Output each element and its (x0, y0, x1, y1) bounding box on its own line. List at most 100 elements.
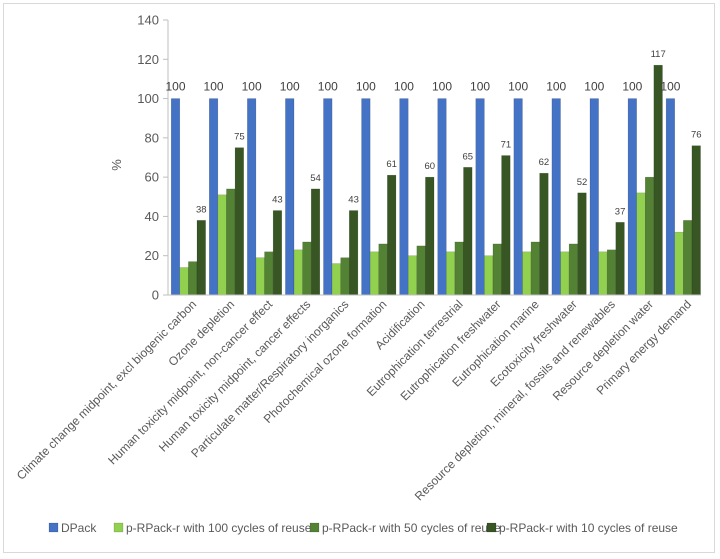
bar (310, 188, 321, 296)
bar (264, 251, 274, 296)
bar (551, 98, 561, 296)
bar (653, 64, 663, 296)
bar (454, 241, 464, 296)
bar (589, 98, 599, 296)
bar (302, 241, 312, 296)
bar (475, 98, 485, 296)
bar (539, 172, 549, 296)
data-label: 71 (501, 140, 512, 151)
chart-frame: 0 20 40 60 80 100 120 140 100 38 100 75 100 43 100 54 1… (3, 3, 715, 553)
data-labels: 100 38 100 75 100 43 100 54 100 43 100 61 100 60 100 65… (165, 49, 701, 217)
bar (234, 147, 244, 296)
data-label: 100 (470, 80, 490, 94)
y-tick-label: 140 (137, 13, 159, 28)
bar (437, 98, 447, 296)
bar (331, 263, 341, 296)
bar (361, 98, 371, 296)
data-label: 100 (318, 80, 338, 94)
data-label: 100 (204, 80, 224, 94)
legend-label: p-RPack-r with 100 cycles of reuse (126, 521, 312, 535)
bar (513, 98, 523, 296)
bar (568, 243, 578, 296)
data-label: 52 (577, 177, 588, 188)
data-label: 54 (310, 173, 321, 184)
y-tick-label: 60 (145, 170, 159, 185)
bar (463, 167, 473, 296)
bar (665, 98, 675, 296)
data-label: 100 (165, 80, 185, 94)
bar (188, 261, 198, 296)
bar (378, 243, 388, 296)
bar (247, 98, 257, 296)
bar (645, 176, 655, 296)
y-tick-label: 80 (145, 130, 159, 145)
bar-chart: 0 20 40 60 80 100 120 140 100 38 100 75 100 43 100 54 1… (14, 13, 702, 536)
bar (170, 98, 181, 296)
bar (217, 194, 227, 296)
data-label: 100 (660, 80, 680, 94)
bar (683, 220, 693, 296)
bar (636, 192, 646, 296)
data-label: 37 (615, 206, 626, 217)
bar (179, 267, 189, 296)
bar (416, 245, 426, 296)
data-label: 62 (539, 157, 550, 168)
bar (399, 98, 409, 296)
data-label: 100 (280, 80, 300, 94)
bar (674, 231, 684, 296)
legend-swatch (486, 522, 497, 533)
data-label: 75 (234, 132, 245, 143)
legend-label: p-RPack-r with 50 cycles of reuse (322, 521, 501, 535)
y-axis-label: % (109, 159, 124, 171)
data-label: 76 (691, 130, 702, 141)
data-label: 117 (651, 49, 666, 60)
data-label: 100 (622, 80, 642, 94)
y-tick-label: 40 (145, 209, 159, 224)
data-label: 43 (348, 195, 359, 206)
data-label: 100 (546, 80, 566, 94)
bar (615, 222, 625, 296)
bar (691, 145, 701, 296)
legend-label: p-RPack-r with 10 cycles of reuse (499, 521, 678, 535)
data-label: 61 (386, 159, 397, 170)
bar (577, 192, 587, 296)
bar (484, 255, 494, 296)
x-tick-label: Ozone depletion (166, 297, 238, 369)
bar (196, 220, 206, 296)
data-label: 38 (196, 204, 207, 215)
y-tick-label: 120 (137, 52, 159, 67)
data-label: 100 (242, 80, 262, 94)
data-label: 65 (463, 151, 474, 162)
bar (285, 98, 295, 296)
bar (492, 243, 502, 296)
bar (560, 251, 570, 296)
bar (407, 255, 418, 296)
data-label: 100 (584, 80, 604, 94)
y-tick-label: 20 (145, 248, 159, 263)
legend-swatch (309, 522, 320, 533)
bar (598, 251, 608, 296)
y-axis: 0 20 40 60 80 100 120 140 (137, 13, 169, 303)
bar (425, 176, 435, 296)
bar (323, 98, 333, 296)
bars (170, 64, 701, 296)
legend-label: DPack (61, 521, 97, 535)
x-axis: Climate change midpoint, excl biogenic c… (14, 294, 701, 503)
bar (272, 210, 282, 296)
bar (255, 257, 265, 296)
legend-swatch (48, 522, 59, 533)
y-tick-label: 100 (137, 91, 159, 106)
bar (226, 188, 236, 296)
data-label: 100 (432, 80, 452, 94)
bar (349, 210, 359, 296)
bar (209, 98, 219, 296)
bar (530, 241, 540, 296)
bar (627, 98, 637, 296)
data-label: 100 (394, 80, 414, 94)
legend-swatch (113, 522, 124, 533)
bar (501, 155, 511, 296)
y-tick-label: 0 (152, 288, 159, 303)
bar (293, 249, 303, 296)
bar (340, 257, 350, 296)
bar (387, 174, 397, 296)
